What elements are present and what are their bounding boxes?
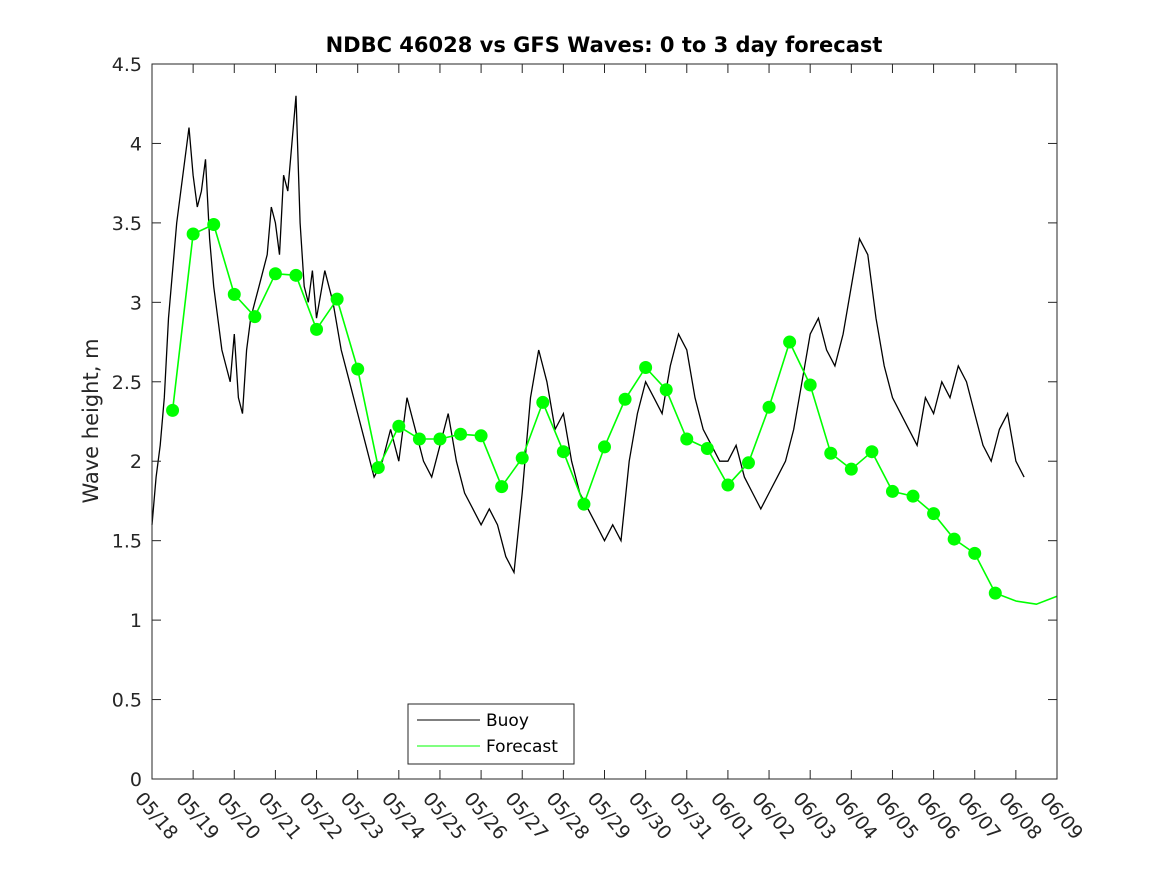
y-tick-label: 3.5 — [112, 213, 142, 235]
series-line-buoy — [151, 95, 1025, 575]
forecast-point — [536, 395, 550, 409]
forecast-point — [268, 267, 282, 281]
forecast-point — [927, 507, 941, 521]
forecast-point — [885, 484, 899, 498]
forecast-point — [659, 383, 673, 397]
forecast-point — [412, 432, 426, 446]
forecast-point — [351, 362, 365, 376]
forecast-point — [310, 322, 324, 336]
y-tick-label: 4 — [130, 133, 142, 155]
forecast-point — [639, 360, 653, 374]
forecast-point — [495, 480, 509, 494]
plot-area — [152, 64, 1057, 779]
y-tick-label: 1 — [130, 610, 142, 632]
forecast-point — [680, 432, 694, 446]
forecast-point — [741, 456, 755, 470]
forecast-point — [515, 451, 529, 465]
forecast-point — [824, 446, 838, 460]
forecast-point — [844, 462, 858, 476]
forecast-point — [906, 489, 920, 503]
series-layer — [151, 95, 1058, 606]
forecast-point — [721, 478, 735, 492]
forecast-point — [598, 440, 611, 454]
legend-forecast-label: Forecast — [486, 737, 558, 757]
forecast-point — [803, 378, 817, 392]
forecast-point — [947, 532, 961, 546]
forecast-point — [968, 546, 982, 560]
legend-buoy-label: Buoy — [486, 711, 529, 731]
forecast-point — [207, 217, 221, 231]
y-tick-label: 3 — [130, 292, 142, 314]
forecast-point — [330, 292, 344, 306]
forecast-point — [433, 432, 447, 446]
forecast-point — [556, 445, 570, 459]
y-tick-label: 1.5 — [112, 531, 142, 553]
forecast-point — [474, 429, 488, 443]
forecast-point — [577, 497, 591, 511]
forecast-point — [865, 445, 879, 459]
forecast-point — [454, 427, 468, 441]
forecast-point — [618, 392, 632, 406]
forecast-point — [186, 227, 200, 241]
y-tick-label: 0.5 — [112, 690, 142, 712]
forecast-point — [700, 442, 714, 456]
y-axis-label: Wave height, m — [79, 338, 103, 503]
y-tick-label: 2 — [130, 451, 142, 473]
forecast-point — [371, 461, 385, 475]
forecast-point — [392, 419, 406, 433]
forecast-point — [783, 335, 797, 349]
legend-box — [407, 703, 575, 765]
forecast-point — [988, 586, 1002, 600]
y-tick-label: 2.5 — [112, 372, 142, 394]
legend: Buoy Forecast — [407, 703, 575, 765]
y-tick-label: 4.5 — [112, 54, 142, 76]
forecast-point — [248, 310, 262, 324]
forecast-point — [227, 287, 241, 301]
forecast-point — [166, 403, 180, 417]
forecast-point — [762, 400, 776, 414]
chart-title: NDBC 46028 vs GFS Waves: 0 to 3 day fore… — [326, 33, 883, 57]
forecast-point — [289, 268, 303, 282]
y-tick-label: 0 — [130, 769, 142, 791]
